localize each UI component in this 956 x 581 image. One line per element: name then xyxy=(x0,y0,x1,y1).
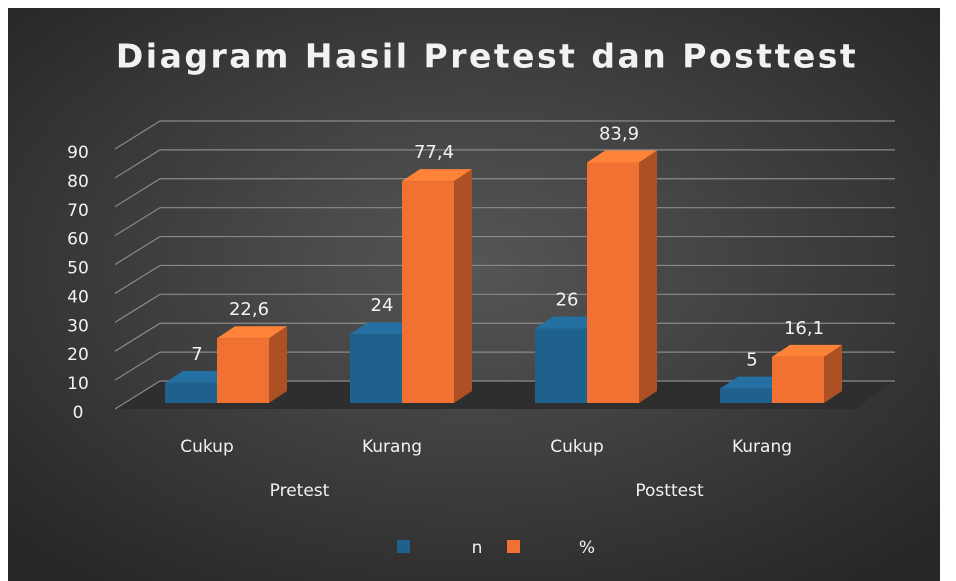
y-tick-label: 30 xyxy=(67,316,89,336)
grid-line xyxy=(114,120,895,150)
bar xyxy=(402,169,472,403)
bar-front xyxy=(402,181,454,403)
y-tick-label: 10 xyxy=(67,374,89,394)
legend-label: % xyxy=(579,538,595,558)
y-tick-label: 50 xyxy=(67,259,89,279)
bar-front xyxy=(535,328,587,403)
bar xyxy=(587,150,657,403)
bar-front xyxy=(587,162,639,403)
bar-side xyxy=(269,326,287,403)
x-tick-label: Kurang xyxy=(362,437,422,457)
x-tick-label: Cukup xyxy=(180,437,234,457)
bar xyxy=(772,344,842,403)
y-tick-label: 60 xyxy=(67,230,89,250)
bar-top xyxy=(772,344,842,357)
x-tick-label: Kurang xyxy=(732,437,792,457)
data-label: 7 xyxy=(191,344,202,365)
bar-front xyxy=(165,382,217,403)
bar xyxy=(217,326,287,403)
floor xyxy=(115,381,895,409)
data-label: 16,1 xyxy=(784,318,824,339)
y-tick-label: 40 xyxy=(67,287,89,307)
bar-side xyxy=(824,344,842,403)
y-tick-label: 90 xyxy=(67,143,89,163)
x-tick-label: Cukup xyxy=(550,437,604,457)
group-label: Posttest xyxy=(635,481,704,501)
group-label: Pretest xyxy=(270,481,330,501)
legend-label: n xyxy=(472,538,483,558)
bar-side xyxy=(639,150,657,403)
data-label: 24 xyxy=(371,295,394,316)
bar-top xyxy=(587,150,657,163)
bar-top xyxy=(402,169,472,182)
data-label: 26 xyxy=(556,289,579,310)
bar-front xyxy=(217,338,269,403)
chart-title: Diagram Hasil Pretest dan Posttest xyxy=(116,37,858,76)
y-tick-label: 70 xyxy=(67,201,89,221)
bar-top xyxy=(217,326,287,339)
data-label: 83,9 xyxy=(599,123,639,144)
grid-line xyxy=(114,149,895,179)
y-tick-label: 80 xyxy=(67,172,89,192)
bar-front xyxy=(350,334,402,403)
bar-front xyxy=(720,388,772,403)
data-label: 5 xyxy=(746,350,757,371)
data-label: 22,6 xyxy=(229,299,269,320)
y-tick-label: 20 xyxy=(67,345,89,365)
legend-swatch xyxy=(397,540,410,553)
legend-swatch xyxy=(507,540,520,553)
bar-side xyxy=(454,169,472,403)
bar-front xyxy=(772,356,824,403)
y-tick-label: 0 xyxy=(73,403,84,423)
data-label: 77,4 xyxy=(414,142,454,163)
